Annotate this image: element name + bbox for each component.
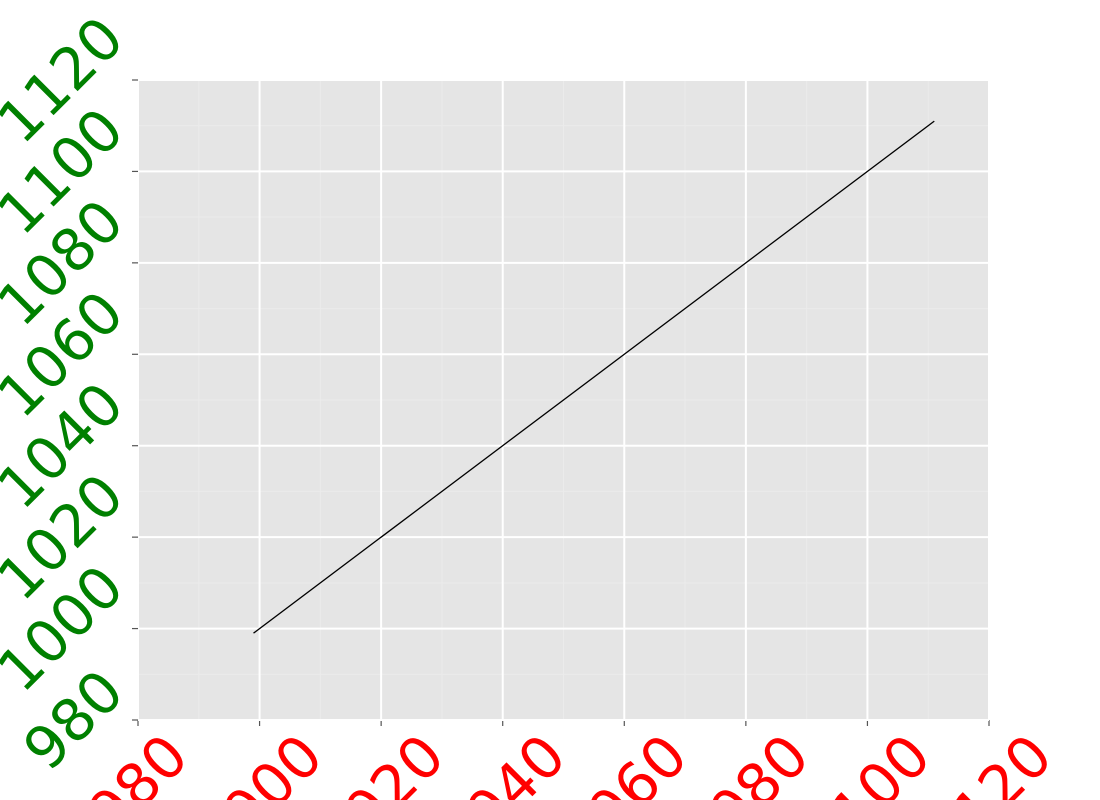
line-series (253, 120, 935, 634)
x-tick-label: 1040 (426, 721, 578, 800)
x-tick-label: 1060 (548, 721, 700, 800)
x-tick-label: 1020 (305, 721, 457, 800)
x-tick-label: 1000 (183, 721, 335, 800)
x-tick-label: 1120 (913, 721, 1065, 800)
x-tick-label: 1080 (670, 721, 822, 800)
x-tick-label: 1100 (791, 721, 943, 800)
